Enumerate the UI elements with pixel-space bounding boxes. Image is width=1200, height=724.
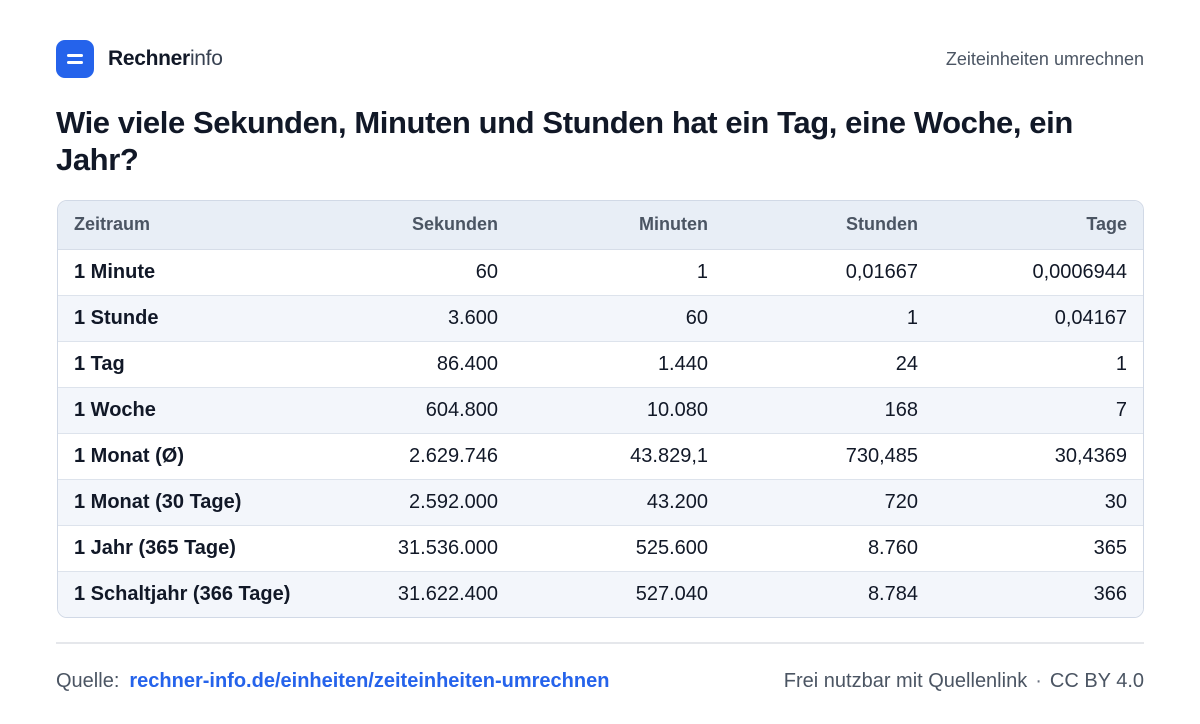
- cell-minuten: 60: [514, 295, 724, 342]
- footer: Quelle: rechner-info.de/einheiten/zeitein…: [56, 667, 1144, 695]
- cell-stunden: 0,01667: [724, 249, 934, 296]
- table-row: 1 Tag 86.400 1.440 24 1: [58, 341, 1143, 388]
- page-title: Wie viele Sekunden, Minuten und Stunden …: [56, 105, 1073, 177]
- usage-note: Frei nutzbar mit Quellenlink: [783, 669, 1028, 692]
- table-row: 1 Stunde 3.600 60 1 0,04167: [58, 295, 1143, 342]
- table-header-row: Zeitraum Sekunden Minuten Stunden Tage: [58, 201, 1143, 250]
- table-row: 1 Jahr (365 Tage) 31.536.000 525.600 8.760 3…: [58, 525, 1143, 572]
- table-row: 1 Woche 604.800 10.080 168 7: [58, 387, 1143, 434]
- column-header-zeitraum: Zeitraum: [58, 201, 314, 250]
- cell-stunden: 8.760: [724, 525, 934, 572]
- footer-divider: [56, 642, 1144, 644]
- site-header: Rechnerinfo Zeiteinheiten umrechnen: [56, 40, 1144, 78]
- cell-sekunden: 31.622.400: [314, 571, 514, 617]
- cell-zeitraum: 1 Monat (30 Tage): [58, 479, 314, 526]
- cell-tage: 30,4369: [934, 433, 1143, 480]
- cell-minuten: 1: [514, 249, 724, 296]
- source-citation: Quelle: rechner-info.de/einheiten/zeitein…: [56, 670, 609, 693]
- brand-name-light: info: [189, 47, 223, 70]
- cell-sekunden: 2.629.746: [314, 433, 514, 480]
- cell-tage: 30: [934, 479, 1143, 526]
- cell-sekunden: 604.800: [314, 387, 514, 434]
- nav-link-zeiteinheiten[interactable]: Zeiteinheiten umrechnen: [945, 48, 1144, 69]
- table-row: 1 Schaltjahr (366 Tage) 31.622.400 527.040…: [58, 571, 1143, 617]
- cell-zeitraum: 1 Tag: [58, 341, 314, 388]
- column-header-sekunden: Sekunden: [314, 201, 514, 250]
- cell-tage: 365: [934, 525, 1143, 572]
- table-row: 1 Monat (Ø) 2.629.746 43.829,1 730,485 30,43…: [58, 433, 1143, 480]
- cell-zeitraum: 1 Minute: [58, 249, 314, 296]
- cell-minuten: 10.080: [514, 387, 724, 434]
- source-link[interactable]: rechner-info.de/einheiten/zeiteinheiten-…: [129, 669, 610, 692]
- conversion-table-container: Zeitraum Sekunden Minuten Stunden Tage 1…: [57, 200, 1144, 618]
- cell-zeitraum: 1 Stunde: [58, 295, 314, 342]
- cell-minuten: 1.440: [514, 341, 724, 388]
- conversion-table: Zeitraum Sekunden Minuten Stunden Tage 1…: [58, 201, 1143, 617]
- cell-stunden: 8.784: [724, 571, 934, 617]
- cell-stunden: 730,485: [724, 433, 934, 480]
- cell-stunden: 24: [724, 341, 934, 388]
- column-header-minuten: Minuten: [514, 201, 724, 250]
- cell-minuten: 43.200: [514, 479, 724, 526]
- brand-logo-link[interactable]: Rechnerinfo: [56, 40, 223, 78]
- menu-bars-icon: [56, 40, 94, 78]
- cell-stunden: 1: [724, 295, 934, 342]
- cell-sekunden: 2.592.000: [314, 479, 514, 526]
- cell-zeitraum: 1 Schaltjahr (366 Tage): [58, 571, 314, 617]
- brand-name-bold: Rechner: [108, 47, 190, 70]
- table-row: 1 Monat (30 Tage) 2.592.000 43.200 720 30: [58, 479, 1143, 526]
- cell-zeitraum: 1 Woche: [58, 387, 314, 434]
- cell-stunden: 168: [724, 387, 934, 434]
- license-info: Frei nutzbar mit Quellenlink · CC BY 4.0: [784, 670, 1144, 693]
- cell-minuten: 43.829,1: [514, 433, 724, 480]
- cell-sekunden: 86.400: [314, 341, 514, 388]
- cell-zeitraum: 1 Jahr (365 Tage): [58, 525, 314, 572]
- column-header-stunden: Stunden: [724, 201, 934, 250]
- cell-tage: 1: [934, 341, 1143, 388]
- cell-stunden: 720: [724, 479, 934, 526]
- cell-tage: 7: [934, 387, 1143, 434]
- source-label: Quelle:: [56, 669, 120, 692]
- column-header-tage: Tage: [934, 201, 1143, 250]
- cell-minuten: 525.600: [514, 525, 724, 572]
- table-row: 1 Minute 60 1 0,01667 0,0006944: [58, 249, 1143, 296]
- brand-name: Rechnerinfo: [108, 47, 223, 71]
- cell-sekunden: 3.600: [314, 295, 514, 342]
- cell-zeitraum: 1 Monat (Ø): [58, 433, 314, 480]
- cell-tage: 0,04167: [934, 295, 1143, 342]
- license-label: CC BY 4.0: [1049, 669, 1144, 692]
- cell-tage: 0,0006944: [934, 249, 1143, 296]
- cell-tage: 366: [934, 571, 1143, 617]
- cell-sekunden: 60: [314, 249, 514, 296]
- cell-minuten: 527.040: [514, 571, 724, 617]
- cell-sekunden: 31.536.000: [314, 525, 514, 572]
- separator: ·: [1035, 669, 1042, 692]
